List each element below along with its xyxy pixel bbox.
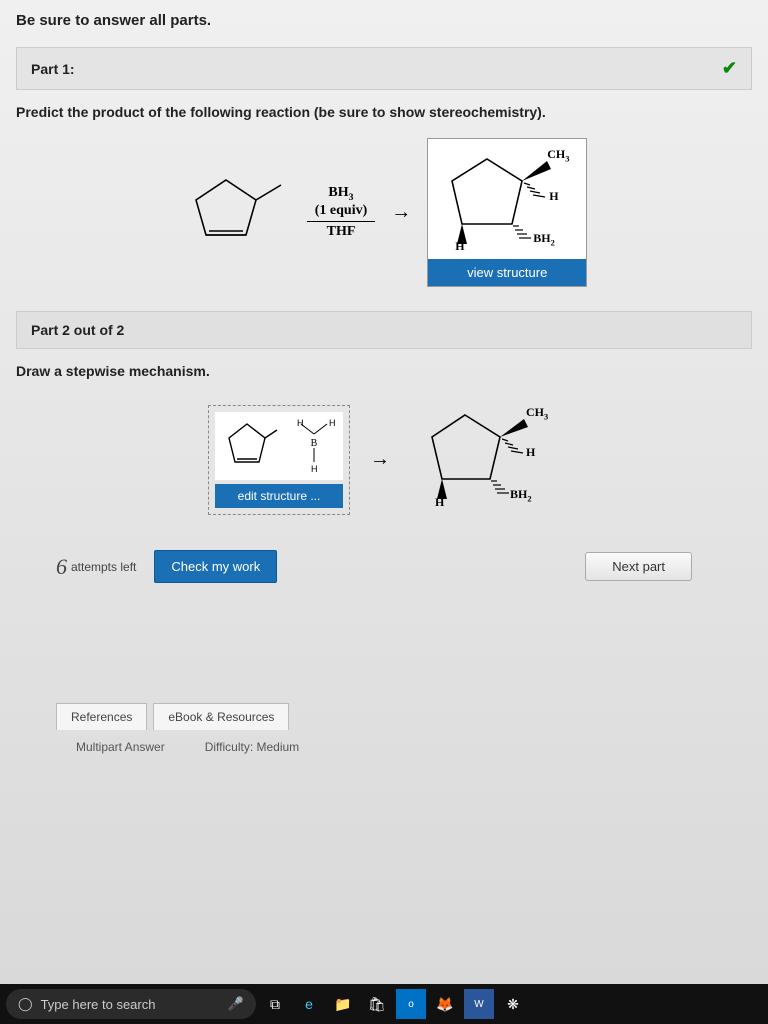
outlook-icon[interactable]: o: [396, 989, 426, 1019]
view-structure-button[interactable]: view structure: [428, 259, 586, 286]
part1-header: Part 1: ✔: [16, 47, 752, 90]
reaction-arrow: →: [391, 201, 411, 224]
reagent-bh3: BH: [328, 185, 348, 200]
instruction-text: Be sure to answer all parts.: [16, 12, 752, 29]
reagent-block: BH3 (1 equiv) THF: [307, 185, 376, 240]
check-my-work-button[interactable]: Check my work: [154, 550, 277, 583]
taskbar-search[interactable]: ◯ Type here to search 🎤: [6, 989, 256, 1019]
app-icon[interactable]: ❋: [498, 989, 528, 1019]
mech-bh3-svg: B H H H: [289, 416, 339, 476]
mech-product: CH3 H BH2 H: [410, 397, 560, 522]
reactant-structure: [181, 165, 291, 260]
prompt2: Draw a stepwise mechanism.: [16, 363, 752, 379]
part2-label: Part 2 out of 2: [31, 322, 124, 338]
edit-structure-button[interactable]: edit structure ...: [215, 484, 343, 508]
store-icon[interactable]: 🛍: [362, 989, 392, 1019]
cyclopentene-svg: [181, 165, 291, 260]
prompt1: Predict the product of the following rea…: [16, 104, 752, 120]
tab-references[interactable]: References: [56, 703, 147, 730]
part1-label: Part 1:: [31, 61, 75, 77]
mic-icon: 🎤: [228, 996, 244, 1012]
cortana-icon: ◯: [18, 996, 33, 1012]
difficulty-label: Difficulty: Medium: [205, 740, 299, 754]
svg-text:B: B: [311, 438, 318, 449]
svg-text:H: H: [297, 418, 304, 428]
edit-structure-container: B H H H edit structure ...: [208, 405, 350, 515]
mechanism-row: B H H H edit structure ... →: [16, 397, 752, 522]
checkmark-icon: ✔: [722, 58, 737, 79]
reagent-thf: THF: [327, 224, 356, 240]
mech-reactant-svg: [219, 416, 279, 476]
word-icon[interactable]: W: [464, 989, 494, 1019]
file-explorer-icon[interactable]: 📁: [328, 989, 358, 1019]
resource-tabs: References eBook & Resources: [56, 703, 752, 730]
reaction-row: BH3 (1 equiv) THF →: [16, 138, 752, 287]
product-box: CH3 H BH2 H view structure: [427, 138, 587, 287]
controls-row: 6 attempts left Check my work Next part: [56, 550, 752, 583]
tab-ebook[interactable]: eBook & Resources: [153, 703, 289, 730]
windows-taskbar: ◯ Type here to search 🎤 ⧉ e 📁 🛍 o 🦊 W ❋: [0, 984, 768, 1024]
multipart-label: Multipart Answer: [76, 740, 165, 754]
next-part-button[interactable]: Next part: [585, 552, 692, 581]
part2-header: Part 2 out of 2: [16, 311, 752, 349]
edge-icon[interactable]: e: [294, 989, 324, 1019]
meta-row: Multipart Answer Difficulty: Medium: [76, 740, 752, 754]
reagent-equiv: (1 equiv): [307, 203, 376, 222]
firefox-icon[interactable]: 🦊: [430, 989, 460, 1019]
svg-text:H: H: [311, 464, 318, 474]
svg-text:H: H: [329, 418, 336, 428]
attempts-left: 6 attempts left: [56, 554, 136, 580]
mech-arrow: →: [370, 448, 390, 471]
search-placeholder: Type here to search: [41, 997, 156, 1012]
task-view-icon[interactable]: ⧉: [260, 989, 290, 1019]
